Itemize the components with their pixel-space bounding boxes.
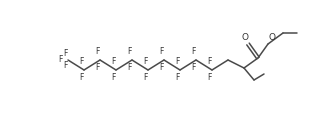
Text: F: F — [191, 64, 195, 72]
Text: F: F — [143, 57, 147, 67]
Text: F: F — [63, 61, 67, 71]
Text: F: F — [159, 48, 163, 56]
Text: F: F — [95, 64, 99, 72]
Text: F: F — [143, 73, 147, 83]
Text: O: O — [268, 34, 276, 42]
Text: F: F — [63, 50, 67, 58]
Text: F: F — [159, 64, 163, 72]
Text: F: F — [95, 48, 99, 56]
Text: F: F — [58, 55, 62, 65]
Text: F: F — [79, 73, 83, 83]
Text: F: F — [111, 73, 115, 83]
Text: F: F — [127, 48, 131, 56]
Text: F: F — [207, 57, 211, 67]
Text: F: F — [111, 57, 115, 67]
Text: F: F — [175, 73, 179, 83]
Text: O: O — [241, 34, 249, 42]
Text: F: F — [79, 57, 83, 67]
Text: F: F — [127, 64, 131, 72]
Text: F: F — [207, 73, 211, 83]
Text: F: F — [175, 57, 179, 67]
Text: F: F — [191, 48, 195, 56]
